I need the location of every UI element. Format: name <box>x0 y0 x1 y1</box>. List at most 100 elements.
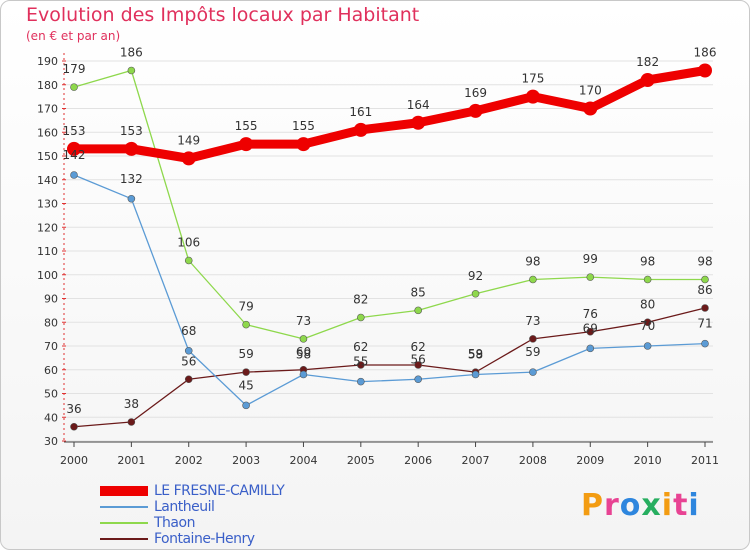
data-point <box>239 137 254 152</box>
data-label: 76 <box>583 307 598 321</box>
data-point <box>701 339 709 348</box>
data-point <box>357 313 365 322</box>
data-label: 69 <box>583 321 598 335</box>
data-label: 169 <box>464 86 487 100</box>
data-label: 182 <box>636 55 659 69</box>
data-label: 98 <box>697 255 712 269</box>
x-tick-label: 2006 <box>404 454 432 467</box>
data-point <box>242 320 250 329</box>
data-label: 86 <box>697 283 712 297</box>
logo-letter: P <box>581 488 604 523</box>
data-point <box>299 335 308 343</box>
data-label: 71 <box>697 317 712 331</box>
data-point <box>70 171 78 179</box>
legend-label: Lantheuil <box>154 499 215 515</box>
data-point <box>124 141 139 156</box>
data-label: 62 <box>353 340 368 354</box>
x-tick-label: 2004 <box>289 454 317 467</box>
y-tick-label: 30 <box>44 435 58 448</box>
data-label: 73 <box>296 314 311 328</box>
data-point <box>70 422 78 431</box>
data-label: 38 <box>124 397 139 411</box>
data-point <box>184 256 193 265</box>
data-point <box>643 318 652 327</box>
data-point <box>698 63 712 78</box>
data-label: 79 <box>238 300 253 314</box>
y-tick-label: 50 <box>44 388 58 401</box>
data-label: 36 <box>66 402 81 416</box>
data-point <box>411 115 426 130</box>
data-point <box>127 194 136 203</box>
data-point <box>181 151 196 166</box>
data-label: 98 <box>640 255 655 269</box>
data-point <box>357 377 365 386</box>
data-label: 153 <box>120 124 143 138</box>
data-label: 58 <box>468 348 483 362</box>
data-point <box>471 370 480 379</box>
data-label: 161 <box>349 105 372 119</box>
data-point <box>67 141 81 156</box>
legend-swatch <box>100 538 148 540</box>
legend-item: LE FRESNE-CAMILLY <box>100 483 285 499</box>
legend-swatch <box>100 522 148 524</box>
series-line <box>69 66 710 163</box>
logo-letter: i <box>688 488 700 523</box>
data-point <box>529 368 537 376</box>
legend-item: Lantheuil <box>100 499 284 515</box>
data-point <box>127 66 136 75</box>
y-tick-label: 140 <box>37 174 58 187</box>
data-label: 73 <box>525 314 540 328</box>
chart-title: Evolution des Impôts locaux par Habitant <box>26 4 420 26</box>
data-point <box>242 401 250 410</box>
data-point <box>299 370 308 379</box>
data-label: 142 <box>63 148 86 162</box>
data-point <box>701 275 709 284</box>
data-label: 45 <box>238 378 253 392</box>
y-tick-label: 150 <box>37 150 58 163</box>
data-point <box>184 346 193 355</box>
data-label: 80 <box>640 297 655 311</box>
data-point <box>471 289 480 298</box>
data-label: 186 <box>120 46 143 60</box>
x-tick-label: 2002 <box>175 454 203 467</box>
data-point <box>529 275 537 284</box>
data-label: 59 <box>468 347 483 361</box>
logo-letter: o <box>619 488 642 523</box>
legend: LE FRESNE-CAMILLY Lantheuil Thaon Fontai… <box>100 483 285 547</box>
y-tick-label: 60 <box>44 364 58 377</box>
data-point <box>127 418 136 426</box>
data-label: 60 <box>296 345 311 359</box>
y-tick-label: 160 <box>37 126 58 139</box>
logo-letter: r <box>604 488 620 523</box>
legend-item: Fontaine-Henry <box>100 531 284 547</box>
y-tick-label: 180 <box>37 79 58 92</box>
data-label: 59 <box>238 347 253 361</box>
data-point <box>529 335 537 343</box>
data-label: 58 <box>296 348 311 362</box>
logo-letter: x <box>641 488 662 523</box>
data-label: 56 <box>411 352 426 366</box>
data-label: 153 <box>63 124 86 138</box>
data-label: 56 <box>181 354 196 368</box>
data-label: 149 <box>177 133 200 147</box>
data-point <box>525 89 540 104</box>
x-tick-label: 2010 <box>634 454 662 467</box>
x-tick-label: 2011 <box>691 454 719 467</box>
y-tick-label: 40 <box>44 411 58 424</box>
data-point <box>414 361 422 369</box>
y-tick-label: 120 <box>37 221 58 234</box>
data-label: 175 <box>521 72 544 86</box>
data-point <box>586 327 595 336</box>
x-tick-label: 2000 <box>60 454 88 467</box>
data-point <box>586 273 595 281</box>
data-label: 68 <box>181 324 196 338</box>
data-label: 85 <box>411 285 426 299</box>
x-tick-label: 2001 <box>117 454 145 467</box>
legend-item: Thaon <box>100 515 284 531</box>
data-point <box>468 103 483 118</box>
data-point <box>414 306 422 315</box>
y-tick-label: 70 <box>44 340 58 353</box>
data-label: 106 <box>177 236 200 250</box>
x-tick-label: 2003 <box>232 454 260 467</box>
